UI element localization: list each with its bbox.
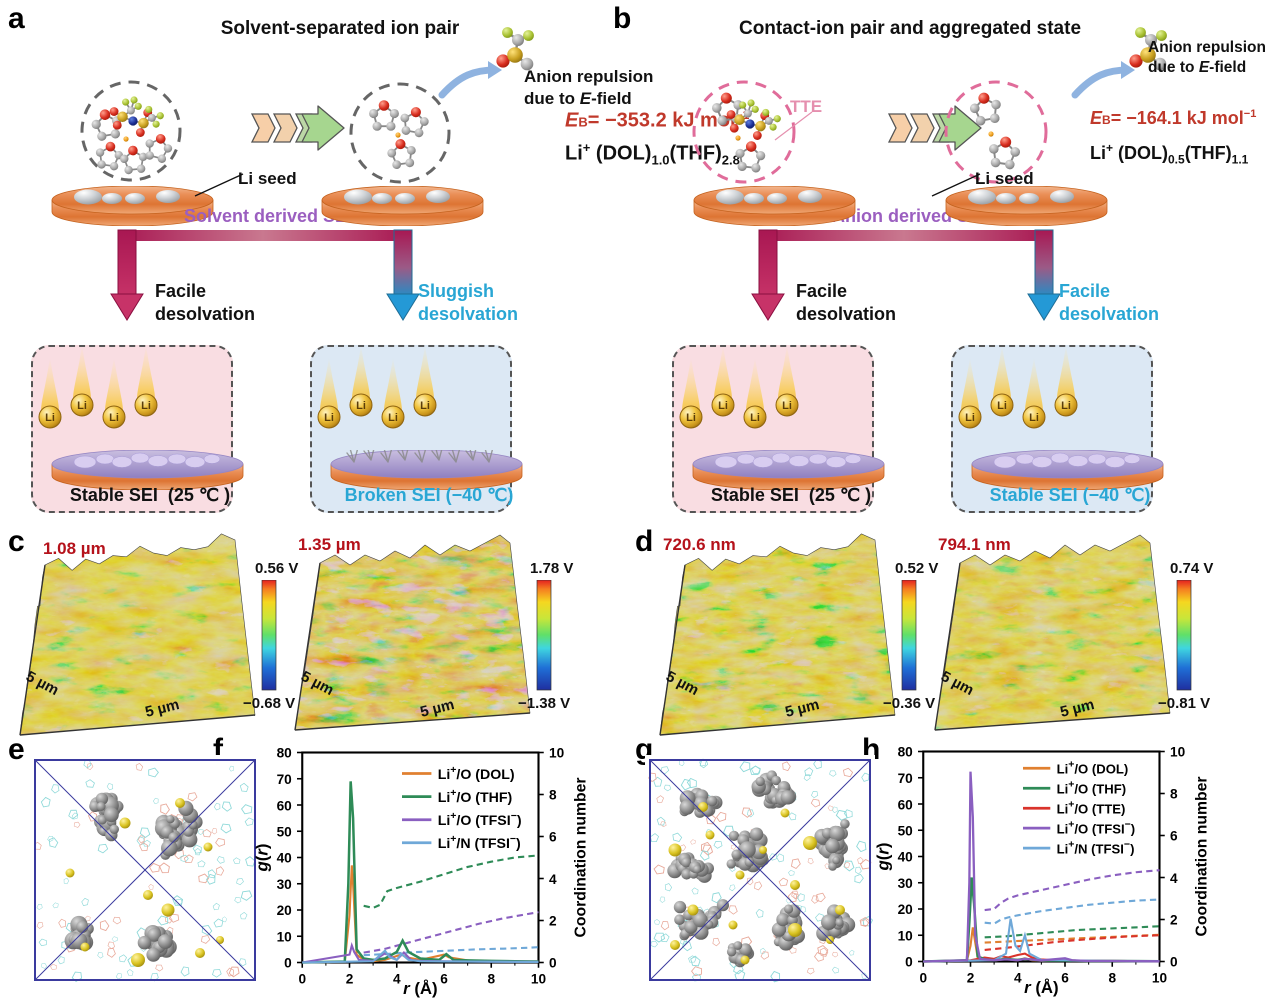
svg-text:30: 30 [898, 876, 914, 891]
svg-text:10: 10 [549, 746, 565, 761]
svg-text:8: 8 [1170, 787, 1178, 802]
svg-text:6: 6 [1170, 829, 1178, 844]
svg-text:r (Å): r (Å) [403, 979, 438, 998]
svg-text:Li+/O (THF): Li+/O (THF) [438, 787, 513, 806]
svg-text:2: 2 [967, 971, 975, 986]
svg-text:0: 0 [549, 956, 557, 971]
svg-text:Li+/O (THF): Li+/O (THF) [1057, 779, 1127, 797]
svg-text:60: 60 [277, 798, 293, 813]
svg-text:10: 10 [531, 972, 547, 987]
svg-text:6: 6 [1061, 971, 1069, 986]
svg-text:0: 0 [905, 955, 913, 970]
svg-text:4: 4 [393, 972, 401, 987]
svg-text:80: 80 [898, 745, 914, 760]
svg-text:50: 50 [898, 824, 914, 839]
svg-text:10: 10 [898, 929, 914, 944]
svg-text:10: 10 [1152, 971, 1168, 986]
svg-text:40: 40 [277, 851, 293, 866]
svg-text:8: 8 [487, 972, 495, 987]
svg-text:30: 30 [277, 877, 293, 892]
svg-text:70: 70 [277, 772, 293, 787]
svg-text:Li+/O (DOL): Li+/O (DOL) [1057, 759, 1129, 777]
svg-text:Coordination number: Coordination number [1194, 777, 1211, 937]
svg-text:2: 2 [346, 972, 354, 987]
svg-text:4: 4 [1170, 871, 1178, 886]
svg-text:0: 0 [1170, 955, 1178, 970]
svg-text:10: 10 [277, 930, 293, 945]
svg-text:40: 40 [898, 850, 914, 865]
svg-text:8: 8 [549, 788, 557, 803]
svg-text:50: 50 [277, 825, 293, 840]
svg-text:Li+/O (TTE): Li+/O (TTE) [1057, 798, 1126, 816]
svg-text:Li+/N (TFSI−): Li+/N (TFSI−) [438, 833, 521, 852]
svg-text:80: 80 [277, 746, 293, 761]
svg-text:8: 8 [1108, 971, 1116, 986]
svg-text:r (Å): r (Å) [1024, 978, 1059, 997]
svg-text:g(r): g(r) [876, 843, 893, 872]
svg-text:10: 10 [1170, 745, 1186, 760]
svg-text:2: 2 [1170, 913, 1178, 928]
svg-text:Coordination number: Coordination number [573, 778, 590, 938]
svg-text:6: 6 [549, 830, 557, 845]
svg-text:0: 0 [919, 971, 927, 986]
svg-text:70: 70 [898, 771, 914, 786]
svg-text:2: 2 [549, 914, 557, 929]
svg-text:Li+/N (TFSI−): Li+/N (TFSI−) [1057, 838, 1135, 856]
svg-text:20: 20 [898, 902, 914, 917]
svg-text:0: 0 [284, 956, 292, 971]
svg-text:Li+/O (DOL): Li+/O (DOL) [438, 764, 515, 783]
svg-text:0: 0 [298, 972, 306, 987]
svg-text:g(r): g(r) [255, 844, 272, 873]
svg-text:6: 6 [440, 972, 448, 987]
svg-text:20: 20 [277, 903, 293, 918]
svg-text:60: 60 [898, 797, 914, 812]
svg-text:4: 4 [549, 872, 557, 887]
svg-text:4: 4 [1014, 971, 1022, 986]
svg-text:Li+/O (TFSI−): Li+/O (TFSI−) [1057, 818, 1136, 836]
svg-text:Li+/O (TFSI−): Li+/O (TFSI−) [438, 810, 522, 829]
